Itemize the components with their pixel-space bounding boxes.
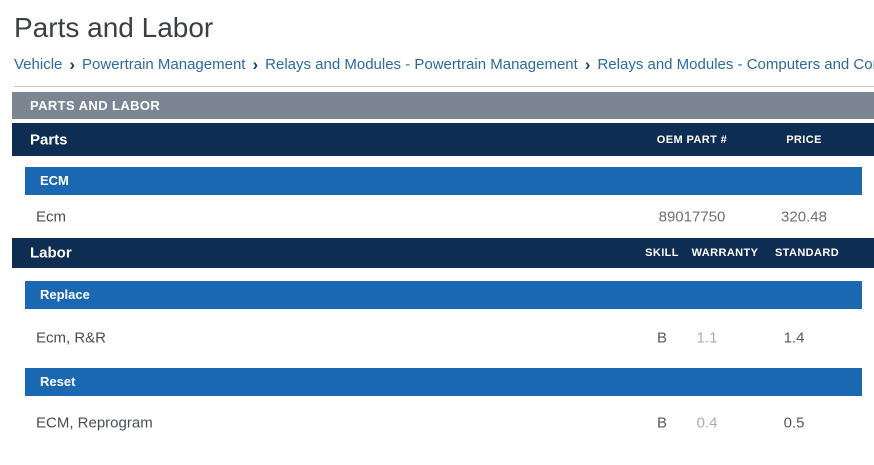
- part-name: Ecm: [36, 208, 66, 225]
- part-price: 320.48: [781, 208, 827, 225]
- page-title: Parts and Labor: [14, 12, 214, 43]
- parts-table-header: Parts OEM PART # PRICE: [12, 123, 874, 156]
- breadcrumb-link-relays-modules-computers[interactable]: Relays and Modules - Computers and Contr…: [597, 56, 874, 73]
- column-header-warranty: WARRANTY: [691, 247, 759, 259]
- parts-group-header-ecm: ECM: [25, 167, 862, 195]
- labor-standard-value: 0.5: [783, 414, 805, 432]
- section-header-parts-and-labor: PARTS AND LABOR: [12, 92, 874, 119]
- column-header-price: PRICE: [786, 133, 822, 146]
- parts-section: Parts OEM PART # PRICE ECM Ecm 89017750 …: [0, 123, 874, 238]
- chevron-right-icon: ›: [584, 55, 591, 73]
- labor-section: Labor SKILL WARRANTY STANDARD Replace Ec…: [0, 238, 874, 450]
- parts-row: Ecm 89017750 320.48: [0, 195, 874, 238]
- labor-group-header-replace: Replace: [25, 281, 862, 309]
- labor-title: Labor: [30, 244, 72, 262]
- labor-group-header-reset: Reset: [25, 368, 862, 396]
- parts-title: Parts: [30, 131, 68, 148]
- column-header-skill: SKILL: [645, 247, 679, 259]
- chevron-right-icon: ›: [69, 55, 76, 73]
- column-header-oem-part: OEM PART #: [656, 133, 728, 146]
- labor-table-header: Labor SKILL WARRANTY STANDARD: [12, 238, 874, 268]
- divider: [14, 86, 874, 87]
- breadcrumb-link-relays-modules-powertrain[interactable]: Relays and Modules - Powertrain Manageme…: [265, 56, 578, 73]
- labor-skill-value: B: [656, 329, 667, 347]
- breadcrumb: Vehicle › Powertrain Management › Relays and…: [14, 55, 874, 73]
- part-oem-number: 89017750: [658, 208, 726, 225]
- labor-operation-name: ECM, Reprogram: [36, 414, 153, 432]
- labor-row: ECM, Reprogram B 0.4 0.5: [0, 396, 874, 450]
- labor-skill-value: B: [656, 414, 667, 432]
- column-header-standard: STANDARD: [774, 247, 840, 259]
- chevron-right-icon: ›: [252, 55, 259, 73]
- breadcrumb-link-powertrain-management[interactable]: Powertrain Management: [82, 56, 246, 73]
- breadcrumb-link-vehicle[interactable]: Vehicle: [14, 56, 63, 73]
- labor-row: Ecm, R&R B 1.1 1.4: [0, 309, 874, 367]
- labor-operation-name: Ecm, R&R: [36, 329, 107, 347]
- labor-warranty-value: 1.1: [696, 329, 718, 347]
- labor-standard-value: 1.4: [783, 329, 805, 347]
- labor-warranty-value: 0.4: [696, 414, 718, 432]
